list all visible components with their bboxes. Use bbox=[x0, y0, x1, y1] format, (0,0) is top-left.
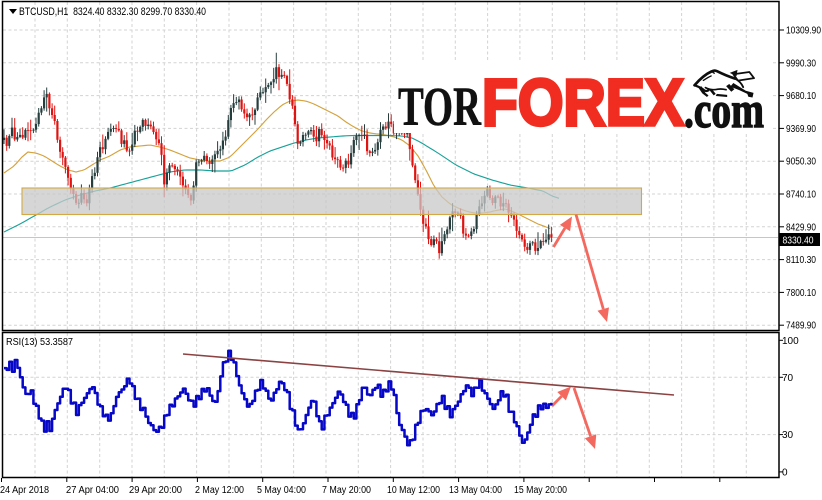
svg-text:BTCUSD,H1 8324.40 8332.30 829: BTCUSD,H1 8324.40 8332.30 8299.70 8330.4… bbox=[19, 6, 206, 18]
svg-text:29 Apr 20:00: 29 Apr 20:00 bbox=[129, 485, 182, 496]
svg-text:7489.90: 7489.90 bbox=[786, 321, 816, 332]
svg-text:8429.90: 8429.90 bbox=[786, 222, 816, 233]
svg-text:8330.40: 8330.40 bbox=[783, 236, 814, 247]
svg-text:FOREX: FOREX bbox=[482, 65, 684, 139]
svg-text:10309.90: 10309.90 bbox=[786, 26, 821, 37]
svg-text:8110.30: 8110.30 bbox=[786, 255, 816, 266]
svg-text:0: 0 bbox=[782, 467, 788, 478]
svg-text:RSI(13) 53.3587: RSI(13) 53.3587 bbox=[6, 337, 73, 348]
svg-text:27 Apr 04:00: 27 Apr 04:00 bbox=[66, 485, 119, 496]
svg-text:7800.10: 7800.10 bbox=[786, 288, 816, 299]
svg-text:TOR: TOR bbox=[398, 76, 482, 137]
svg-text:9990.30: 9990.30 bbox=[786, 58, 816, 69]
svg-text:2 May 12:00: 2 May 12:00 bbox=[195, 485, 244, 496]
svg-text:8740.10: 8740.10 bbox=[786, 190, 816, 201]
svg-text:70: 70 bbox=[782, 373, 794, 384]
svg-text:9680.10: 9680.10 bbox=[786, 91, 816, 102]
svg-text:9050.30: 9050.30 bbox=[786, 157, 816, 168]
svg-text:100: 100 bbox=[782, 336, 799, 347]
svg-text:24 Apr 2018: 24 Apr 2018 bbox=[0, 485, 49, 496]
svg-text:30: 30 bbox=[782, 430, 794, 441]
svg-text:5 May 04:00: 5 May 04:00 bbox=[257, 485, 306, 496]
svg-text:.com: .com bbox=[684, 83, 764, 139]
svg-text:9369.90: 9369.90 bbox=[786, 124, 816, 135]
svg-text:7 May 20:00: 7 May 20:00 bbox=[322, 485, 371, 496]
svg-text:15 May 20:00: 15 May 20:00 bbox=[514, 485, 567, 496]
svg-text:13 May 04:00: 13 May 04:00 bbox=[449, 485, 502, 496]
svg-text:10 May 12:00: 10 May 12:00 bbox=[387, 485, 440, 496]
